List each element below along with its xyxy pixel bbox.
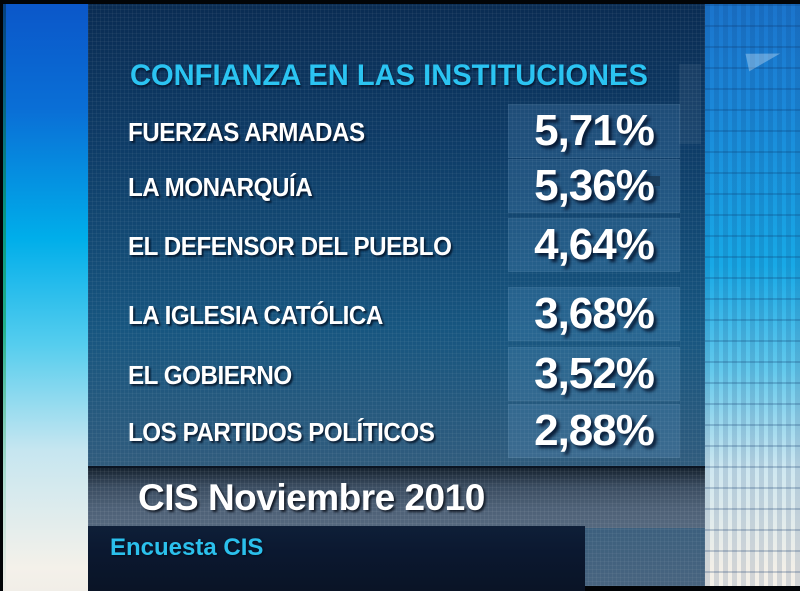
- value-text: 4,64%: [534, 220, 655, 269]
- value-text: 5,71%: [534, 106, 655, 155]
- value-box: 3,68%: [508, 287, 680, 341]
- institution-label: LOS PARTIDOS POLÍTICOS: [128, 417, 435, 447]
- institution-label: LA MONARQUÍA: [128, 172, 313, 202]
- panel-ghost-patch: [679, 64, 701, 144]
- table-row: EL DEFENSOR DEL PUEBLO 4,64%: [128, 218, 680, 272]
- value-text: 2,88%: [534, 406, 655, 455]
- institution-label: EL DEFENSOR DEL PUEBLO: [128, 231, 452, 261]
- table-row: LA MONARQUÍA 5,36%: [128, 159, 680, 213]
- table-row: LA IGLESIA CATÓLICA 3,68%: [128, 287, 680, 341]
- left-strip-edge: [3, 4, 6, 591]
- footer-label: Encuesta CIS: [110, 534, 264, 561]
- table-row: LOS PARTIDOS POLÍTICOS 2,88%: [128, 404, 680, 458]
- right-textured-background: [705, 4, 800, 586]
- panel-dark-dash: [646, 176, 660, 186]
- left-gradient-strip: [3, 4, 88, 591]
- value-text: 5,36%: [534, 161, 655, 210]
- value-box: 5,36%: [508, 159, 680, 213]
- value-box: 2,88%: [508, 404, 680, 458]
- value-text: 3,52%: [534, 349, 655, 398]
- value-text: 3,68%: [534, 289, 655, 338]
- table-row: EL GOBIERNO 3,52%: [128, 347, 680, 401]
- source-label: CIS Noviembre 2010: [138, 477, 485, 518]
- institution-label: EL GOBIERNO: [128, 360, 292, 390]
- table-row: FUERZAS ARMADAS 5,71%: [128, 104, 680, 158]
- source-band: CIS Noviembre 2010: [88, 466, 705, 528]
- footer-band: Encuesta CIS: [88, 526, 585, 591]
- value-box: 3,52%: [508, 347, 680, 401]
- value-box: 5,71%: [508, 104, 680, 158]
- value-box: 4,64%: [508, 218, 680, 272]
- plane-silhouette-decoration: [745, 46, 783, 72]
- institution-label: LA IGLESIA CATÓLICA: [128, 300, 383, 330]
- chart-title: CONFIANZA EN LAS INSTITUCIONES: [130, 59, 648, 92]
- institution-label: FUERZAS ARMADAS: [128, 117, 365, 147]
